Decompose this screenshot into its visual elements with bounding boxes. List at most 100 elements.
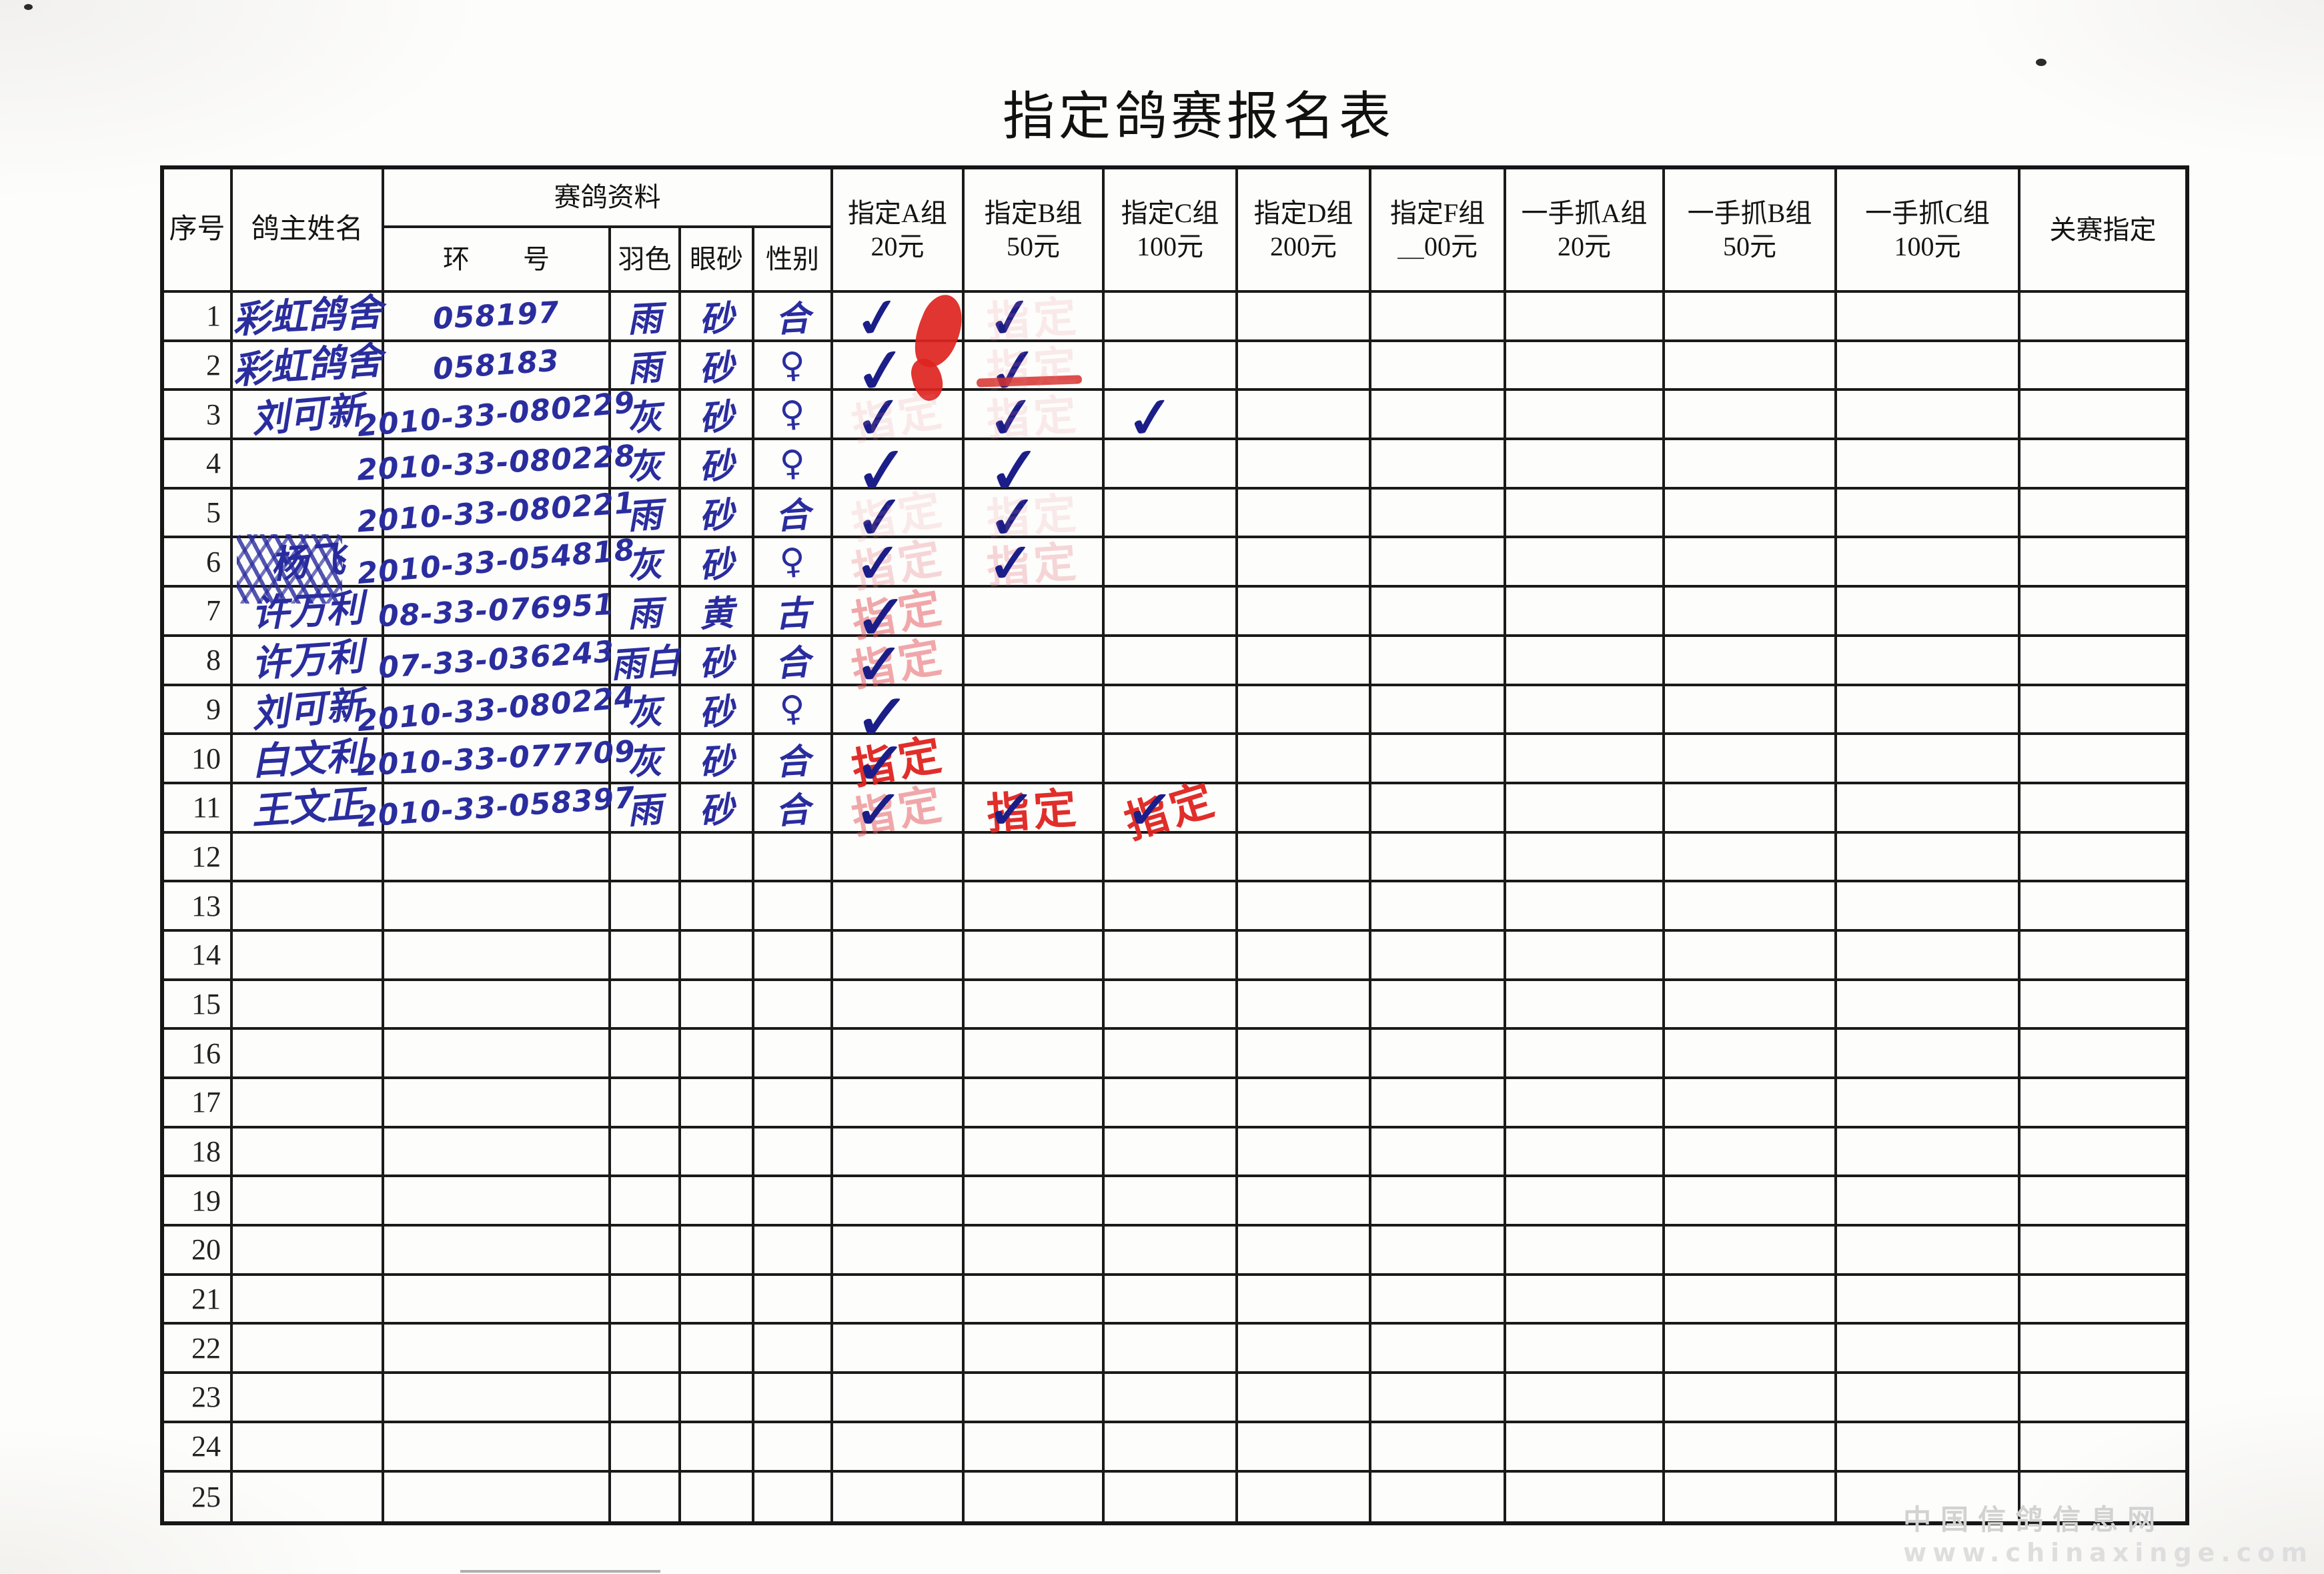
header-eye-sand: 眼砂 (681, 228, 754, 293)
cell-sex: 合 (754, 784, 833, 834)
empty-cell (1665, 391, 1837, 441)
cell-eye (681, 1325, 754, 1375)
designate-stamp: 指定 (985, 292, 1082, 348)
empty-cell (1371, 931, 1506, 981)
cell-owner-name: 白文利 (233, 734, 384, 784)
cell-eye (681, 833, 754, 883)
row-number: 8 (164, 636, 233, 686)
cell-designate-b (965, 1177, 1105, 1227)
header-final-race-designate: 关赛指定 (2020, 169, 2185, 293)
cell-eye: 砂 (681, 341, 754, 391)
cell-eye: 黄 (681, 588, 754, 637)
empty-cell (1665, 1423, 1837, 1473)
cell-ring-number (384, 1128, 611, 1178)
handwritten-sex: ♀ (778, 688, 807, 730)
handwritten-ring-number: 2010-33-080229 (356, 385, 637, 444)
handwritten-feather: 灰 (626, 691, 664, 734)
cell-ring-number: 2010-33-080229 (356, 385, 637, 444)
empty-cell (1837, 1030, 2020, 1079)
designate-stamp: 指定 (985, 341, 1082, 398)
empty-cell (1837, 1472, 2020, 1522)
empty-cell (1506, 1275, 1665, 1325)
handwritten-owner-name: 刘可新 (249, 388, 366, 442)
empty-cell (1238, 931, 1371, 981)
cell-ring-number: 07-33-036243 (377, 635, 616, 686)
ink-speck (24, 4, 33, 10)
header-designate-group-c: 指定C组 100元 (1105, 169, 1238, 293)
cell-designate-a (833, 1227, 965, 1276)
handwritten-ring-number: 2010-33-054818 (356, 532, 637, 591)
cell-eye: 砂 (681, 686, 754, 736)
empty-cell (1371, 341, 1506, 391)
row-number: 4 (164, 440, 233, 490)
handwritten-feather: 灰 (626, 446, 664, 488)
cell-feather: 雨 (611, 489, 681, 539)
empty-cell (1371, 588, 1506, 637)
cell-feather (611, 931, 681, 981)
empty-cell (1837, 735, 2020, 784)
cell-ring-number: 2010-33-080228 (356, 440, 636, 490)
empty-cell (1665, 1325, 1837, 1375)
header-designate-group-b-fee: 50元 (1007, 231, 1060, 261)
cell-designate-a (833, 980, 965, 1030)
cell-designate-a (833, 1079, 965, 1128)
header-onegrab-group-a-name: 一手抓A组 (1521, 197, 1648, 228)
cell-designate-b: ✓ (965, 431, 1105, 512)
cell-owner-name (233, 931, 384, 981)
row-number: 17 (164, 1079, 233, 1128)
empty-cell (1506, 489, 1665, 539)
watermark: 中国信鸽信息网 www.chinaxinge.com (1903, 1497, 2313, 1567)
empty-cell (1238, 293, 1371, 342)
header-designate-group-a: 指定A组 20元 (833, 169, 965, 293)
empty-cell (2020, 981, 2185, 1030)
cell-designate-b (965, 1423, 1105, 1473)
empty-cell (2020, 882, 2185, 932)
cell-designate-b (965, 1227, 1105, 1276)
cell-designate-c (1105, 1325, 1238, 1375)
cell-sex (754, 1079, 833, 1128)
cell-designate-b (965, 882, 1105, 932)
empty-cell (1506, 1030, 1665, 1079)
cell-feather (611, 1227, 681, 1276)
cell-sex: 合 (754, 735, 833, 784)
header-designate-group-f-name: 指定F组 (1389, 197, 1486, 228)
empty-cell (2020, 490, 2185, 539)
cell-designate-b: ✓ 指定 (965, 332, 1105, 410)
handwritten-ring-number: 2010-33-080228 (356, 439, 637, 488)
cell-eye (681, 1128, 754, 1178)
handwritten-eye: 砂 (698, 642, 736, 685)
cell-owner-name: 彩虹鸽舍 (231, 339, 384, 393)
designate-stamp: 指定 (985, 538, 1082, 594)
empty-cell (1837, 931, 2020, 981)
cell-eye (681, 1177, 754, 1227)
header-designate-group-c-name: 指定C组 (1121, 197, 1219, 228)
cell-ring-number (384, 1472, 611, 1522)
empty-cell (1371, 1275, 1506, 1325)
cell-designate-c (1105, 341, 1238, 391)
cell-eye: 砂 (681, 636, 754, 686)
header-onegrab-group-a: 一手抓A组 20元 (1506, 169, 1665, 293)
empty-cell (2020, 1374, 2185, 1423)
cell-designate-a: 指定 ✓ (833, 727, 965, 800)
cell-designate-a (833, 833, 965, 883)
empty-cell (2020, 1128, 2185, 1178)
row-number: 2 (164, 341, 233, 391)
empty-cell (1371, 1472, 1506, 1522)
empty-cell (1506, 980, 1665, 1030)
empty-cell (1506, 1128, 1665, 1178)
empty-cell (1238, 980, 1371, 1030)
cell-designate-a: 指定 ✓ (833, 776, 965, 845)
cell-eye: 砂 (681, 489, 754, 539)
cell-designate-b (965, 588, 1105, 637)
empty-cell (1238, 1030, 1371, 1079)
empty-cell (1837, 440, 2020, 490)
cell-eye (681, 1227, 754, 1276)
cell-designate-c (1105, 882, 1238, 932)
empty-cell (1238, 784, 1371, 834)
cell-sex (754, 980, 833, 1030)
row-number: 22 (164, 1325, 233, 1375)
cell-designate-a (833, 1472, 965, 1522)
cell-designate-a: ✓ (833, 332, 965, 410)
handwritten-owner-name: 王文正 (249, 782, 365, 834)
cell-ring-number (384, 882, 611, 932)
